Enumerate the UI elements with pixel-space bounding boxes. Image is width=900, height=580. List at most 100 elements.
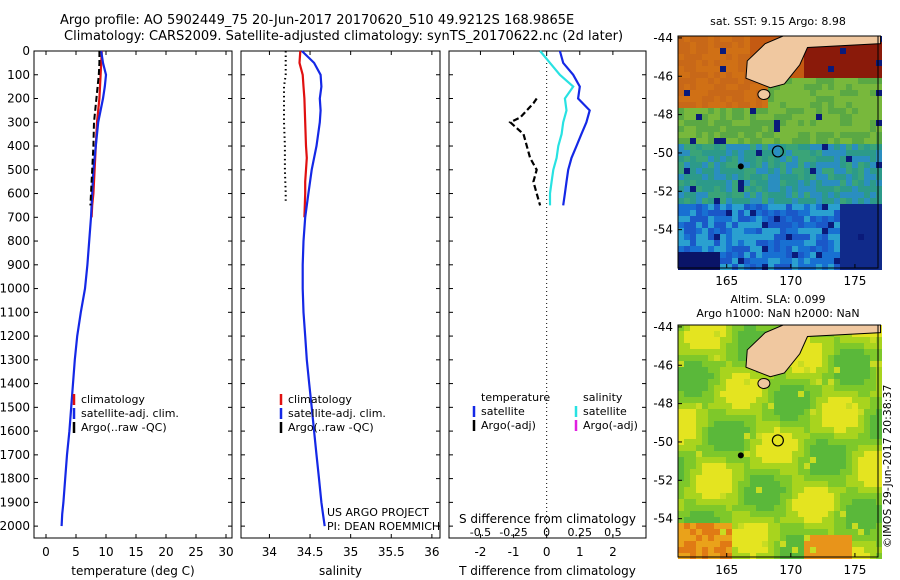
sla_map-cell <box>828 517 834 523</box>
sst_map-cell <box>876 144 882 150</box>
sla_map-cell <box>804 547 810 553</box>
sst_map-cell <box>870 252 876 258</box>
sst_map-cell <box>852 204 858 210</box>
sla_map-cell <box>702 493 708 499</box>
sla_map-cell <box>852 379 858 385</box>
sst_map-cell <box>822 66 828 72</box>
sla_map-cell <box>762 553 768 559</box>
sla_map-cell <box>762 445 768 451</box>
sla_map-cell <box>678 385 684 391</box>
sla_map-cell <box>744 373 750 379</box>
sst_map-cell <box>828 204 834 210</box>
sst_map-cell <box>696 114 702 120</box>
sst_map-cell <box>822 168 828 174</box>
sla_map-cell <box>774 445 780 451</box>
sla_map-cell <box>834 367 840 373</box>
sla_map-cell <box>744 487 750 493</box>
sst_map-cell <box>822 72 828 78</box>
sla_map-cell <box>870 553 876 559</box>
sla_map-cell <box>726 397 732 403</box>
sla_map-cell <box>786 391 792 397</box>
sla_map-cell <box>834 415 840 421</box>
sst_map-cell <box>690 48 696 54</box>
sst_map-cell <box>780 138 786 144</box>
sst_map-cell <box>870 234 876 240</box>
sst_map-cell <box>708 84 714 90</box>
sla_map-cell <box>720 457 726 463</box>
sst_map-cell <box>684 150 690 156</box>
sst_map-cell <box>690 174 696 180</box>
sla_map-cell <box>720 553 726 559</box>
sst_map-cell <box>696 60 702 66</box>
sst_map-cell <box>816 126 822 132</box>
sla_map-cell <box>870 439 876 445</box>
sst_map-cell <box>750 264 756 270</box>
sst_map-cell <box>840 192 846 198</box>
sla_map-cell <box>816 427 822 433</box>
sla_map-cell <box>858 427 864 433</box>
sst_map-cell <box>792 96 798 102</box>
sla_map-cell <box>690 409 696 415</box>
sla_map-cell <box>678 445 684 451</box>
sla_map-cell <box>714 553 720 559</box>
sst_map-cell <box>816 144 822 150</box>
sla_map-cell <box>804 427 810 433</box>
sla_map-cell <box>792 415 798 421</box>
sst_map-cell <box>720 126 726 132</box>
sla_map-cell <box>690 331 696 337</box>
sla_map-cell <box>678 475 684 481</box>
sla_map-cell <box>846 535 852 541</box>
sst_map-cell <box>708 258 714 264</box>
sst_map-cell <box>786 204 792 210</box>
sst_map-cell <box>816 138 822 144</box>
sla_map-cell <box>852 451 858 457</box>
sst_map-cell <box>726 252 732 258</box>
sst_map-cell <box>864 114 870 120</box>
sst_map-cell <box>726 108 732 114</box>
sla_map-cell <box>714 475 720 481</box>
sst_map-cell <box>834 174 840 180</box>
sst_map-cell <box>708 234 714 240</box>
sla_map-cell <box>870 547 876 553</box>
sst_map-cell <box>876 168 882 174</box>
sla_map-cell <box>852 367 858 373</box>
sst_map-cell <box>876 102 882 108</box>
sst_map-cell <box>726 126 732 132</box>
sst_map-cell <box>738 120 744 126</box>
sla_map-cell <box>732 421 738 427</box>
sla_map-cell <box>768 451 774 457</box>
sst_map-cell <box>828 234 834 240</box>
sla_map-cell <box>708 481 714 487</box>
sst_map-cell <box>822 162 828 168</box>
sst_map-cell <box>876 222 882 228</box>
sst_map-cell <box>714 132 720 138</box>
sst_map-cell <box>726 198 732 204</box>
sla_map-cell <box>816 349 822 355</box>
sst_map-cell <box>870 102 876 108</box>
sst_map-cell <box>708 168 714 174</box>
sst_map-cell <box>804 132 810 138</box>
sst_map-cell <box>792 234 798 240</box>
sla_map-cell <box>768 391 774 397</box>
sla_map-cell <box>744 415 750 421</box>
figure-title-line1: Argo profile: AO 5902449_75 20-Jun-2017 … <box>60 13 575 28</box>
sst_map-cell <box>816 174 822 180</box>
sst_map-cell <box>684 168 690 174</box>
sla_map-cell <box>774 397 780 403</box>
sla_map-cell <box>786 379 792 385</box>
sst_map-cell <box>834 102 840 108</box>
sla_map-cell <box>690 499 696 505</box>
sst_map-cell <box>822 108 828 114</box>
sla_map-cell <box>816 529 822 535</box>
salinity-xtick-label: 35.5 <box>378 545 405 559</box>
sla_map-cell <box>876 541 882 547</box>
sst_map-cell <box>684 84 690 90</box>
sla_map-cell <box>840 421 846 427</box>
sst_map-cell <box>864 240 870 246</box>
sla_map-cell <box>732 355 738 361</box>
sla_map-cell <box>678 511 684 517</box>
sla_map-cell <box>828 373 834 379</box>
sla_map-cell <box>738 373 744 379</box>
sla_map-cell <box>876 421 882 427</box>
sla_map-cell <box>738 415 744 421</box>
